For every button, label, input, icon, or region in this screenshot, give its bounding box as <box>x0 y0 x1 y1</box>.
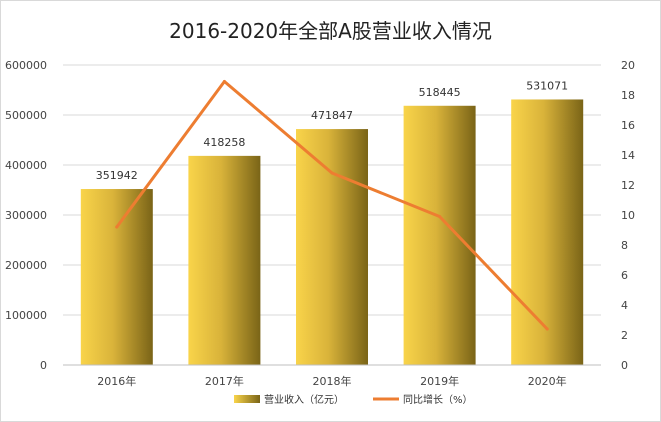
left-axis-tick-label: 300000 <box>5 209 47 222</box>
x-axis-tick-label: 2020年 <box>528 374 567 388</box>
legend-label-revenue: 营业收入（亿元） <box>264 393 344 406</box>
right-axis-tick-label: 8 <box>621 239 628 252</box>
growth-point <box>115 225 119 229</box>
left-axis-tick-label: 500000 <box>5 109 47 122</box>
x-axis-tick-label: 2016年 <box>97 374 136 388</box>
growth-point <box>222 80 226 83</box>
left-axis-tick-label: 600000 <box>5 59 47 72</box>
left-axis-tick-label: 0 <box>40 359 47 372</box>
bar <box>296 129 368 365</box>
right-axis-tick-label: 16 <box>621 119 635 132</box>
bar-data-label: 518445 <box>419 86 461 99</box>
chart-title: 2016-2020年全部A股营业收入情况 <box>169 19 492 43</box>
bar <box>511 99 584 365</box>
bar-data-label: 531071 <box>526 79 568 92</box>
bar-data-label: 471847 <box>311 109 353 122</box>
right-axis-tick-label: 10 <box>621 209 635 222</box>
right-axis-tick-label: 6 <box>621 269 628 282</box>
right-axis-tick-label: 18 <box>621 89 635 102</box>
right-axis-tick-label: 14 <box>621 149 635 162</box>
left-axis-tick-label: 100000 <box>5 309 47 322</box>
bar-data-label: 351942 <box>96 169 138 182</box>
right-axis-tick-label: 20 <box>621 59 635 72</box>
bar <box>80 189 153 365</box>
x-axis-tick-label: 2018年 <box>313 374 352 388</box>
right-axis-tick-label: 4 <box>621 299 628 312</box>
growth-point <box>545 327 549 331</box>
left-axis-tick-label: 200000 <box>5 259 47 272</box>
bar-data-label: 418258 <box>203 136 245 149</box>
bar <box>403 105 476 365</box>
bar <box>188 155 261 365</box>
x-axis-tick-label: 2017年 <box>205 374 244 388</box>
growth-point <box>438 215 442 218</box>
x-axis-tick-label: 2019年 <box>420 374 459 388</box>
left-axis-tick-label: 400000 <box>5 159 47 172</box>
legend-label-growth: 同比增长（%） <box>403 393 473 406</box>
right-axis-tick-label: 2 <box>621 329 628 342</box>
legend-swatch-revenue <box>234 395 260 403</box>
right-axis-tick-label: 0 <box>621 359 628 372</box>
right-axis-tick-label: 12 <box>621 179 635 192</box>
growth-point <box>330 171 334 175</box>
